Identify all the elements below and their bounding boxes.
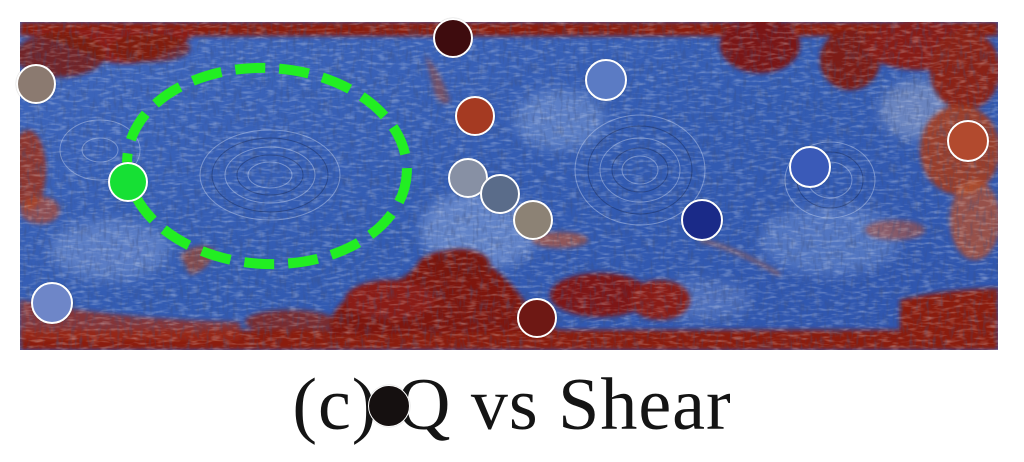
marker-1 (16, 64, 56, 104)
marker-2 (433, 18, 473, 58)
marker-10 (789, 146, 831, 188)
figure-caption: (c) Q vs Shear (292, 364, 732, 446)
marker-11 (681, 199, 723, 241)
marker-9 (513, 200, 553, 240)
marker-3 (585, 59, 627, 101)
flow-field-image (20, 22, 998, 350)
marker-5 (947, 120, 989, 162)
marker-12 (31, 282, 73, 324)
marker-13 (517, 298, 557, 338)
marker-6 (108, 162, 148, 202)
highlight-ellipse (122, 62, 412, 270)
marker-8 (480, 174, 520, 214)
marker-4 (455, 96, 495, 136)
marker-14 (368, 385, 410, 427)
